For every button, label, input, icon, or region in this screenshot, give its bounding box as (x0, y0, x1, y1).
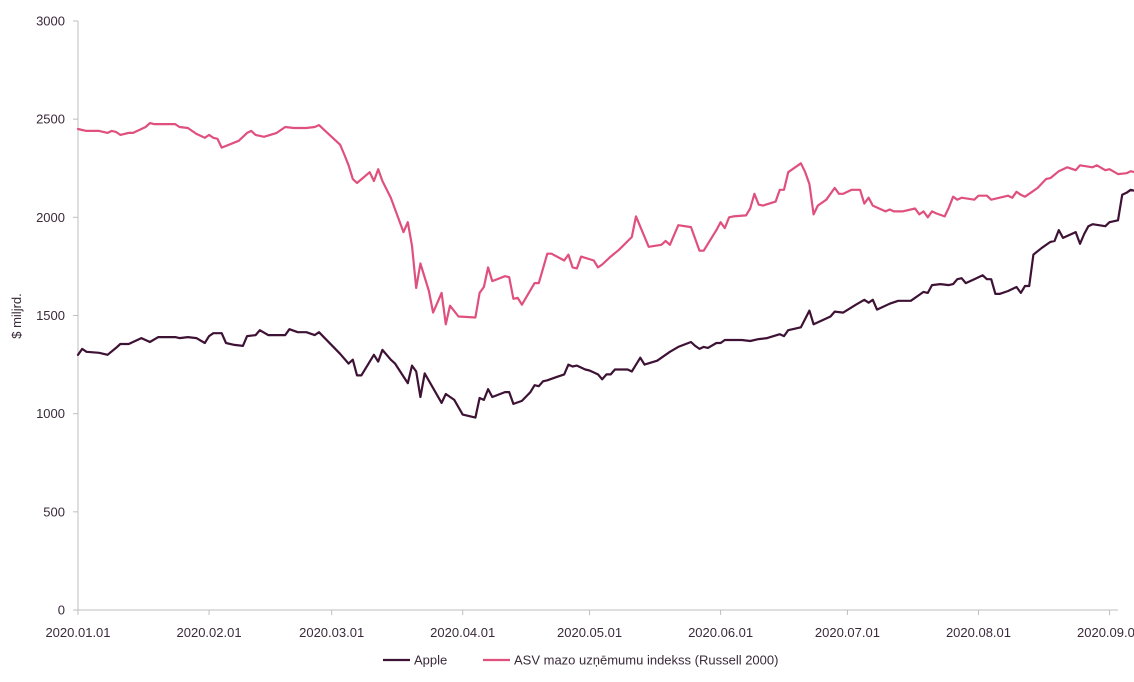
y-axis-label: $ miljrd. (9, 293, 24, 339)
x-tick-label: 2020.06.01 (688, 625, 753, 640)
y-tick-label: 1000 (36, 406, 65, 421)
series-layer (76, 122, 1134, 419)
x-tick-label: 2020.03.01 (299, 625, 364, 640)
y-tick-label: 2000 (36, 210, 65, 225)
y-axis: 0 500 1000 1500 2000 2500 3000 (36, 14, 79, 618)
x-tick-label: 2020.08.01 (946, 625, 1011, 640)
legend: Apple ASV mazo uzņēmumu indekss (Russell … (383, 653, 778, 668)
series-line-0 (76, 188, 1134, 419)
x-tick-label: 2020.02.01 (177, 625, 242, 640)
x-tick-label: 2020.01.01 (45, 625, 110, 640)
series-line-1 (76, 122, 1134, 326)
y-tick-label: 3000 (36, 14, 65, 29)
y-tick-label: 0 (58, 603, 65, 618)
legend-label-0: Apple (414, 653, 447, 668)
x-tick-label: 2020.09.01 (1077, 625, 1134, 640)
x-tick-label: 2020.07.01 (815, 625, 880, 640)
y-tick-label: 500 (43, 504, 65, 519)
y-tick-label: 1500 (36, 308, 65, 323)
legend-label-1: ASV mazo uzņēmumu indekss (Russell 2000) (514, 653, 778, 668)
x-tick-label: 2020.05.01 (557, 625, 622, 640)
x-tick-label: 2020.04.01 (430, 625, 495, 640)
x-axis: 2020.01.01 2020.02.01 2020.03.01 2020.04.01… (45, 609, 1134, 640)
y-tick-label: 2500 (36, 112, 65, 127)
